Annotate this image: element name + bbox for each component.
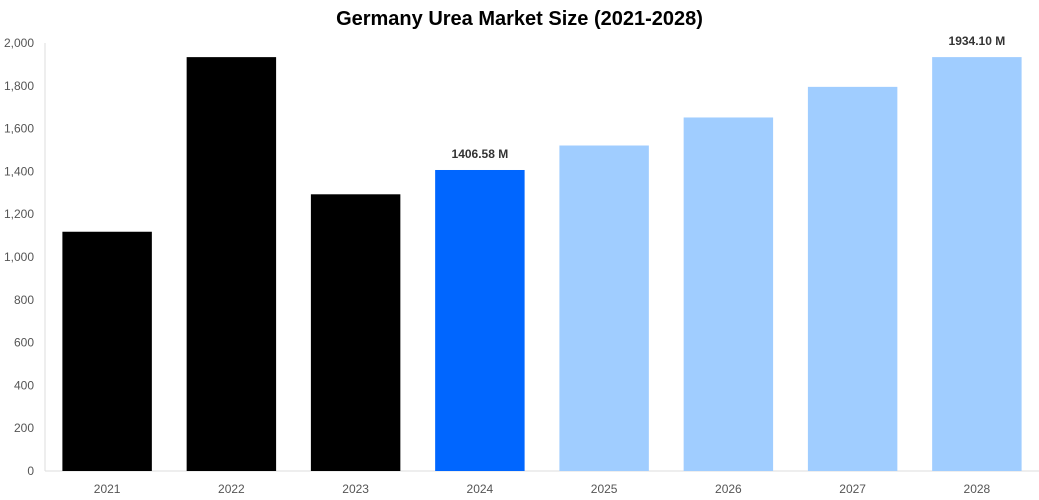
y-tick-label: 1,800	[4, 79, 34, 93]
y-tick-label: 1,200	[4, 207, 34, 221]
y-tick-label: 400	[14, 378, 34, 392]
x-tick-label: 2025	[591, 482, 618, 496]
x-tick-label: 2026	[715, 482, 742, 496]
bar-2022	[186, 57, 277, 472]
bar-2024	[435, 169, 525, 471]
data-label: 1934.10 M	[949, 34, 1006, 48]
x-tick-label: 2028	[964, 482, 991, 496]
bar-2023	[310, 194, 401, 471]
y-tick-label: 800	[14, 293, 34, 307]
x-tick-label: 2021	[94, 482, 121, 496]
x-axis-ticks: 2021 2022 2023 2024 2025 2026 2027 2028	[94, 482, 991, 496]
bar-2026	[683, 117, 774, 472]
bar-2028	[932, 57, 1022, 471]
y-tick-label: 1,400	[4, 164, 34, 178]
y-tick-label: 200	[14, 421, 34, 435]
y-axis-ticks: 0 200 400 600 800 1,000 1,200 1,400 1,600 1,800 2,…	[4, 36, 34, 478]
y-tick-label: 1,600	[4, 122, 34, 136]
x-tick-label: 2024	[467, 482, 494, 496]
data-labels-group: 1406.58 M 1934.10 M	[452, 34, 1006, 161]
bar-2027	[807, 86, 898, 472]
y-tick-label: 600	[14, 336, 34, 350]
x-tick-label: 2027	[839, 482, 866, 496]
y-tick-label: 2,000	[4, 36, 34, 50]
x-tick-label: 2023	[342, 482, 369, 496]
bar-2025	[559, 145, 649, 472]
y-tick-label: 1,000	[4, 250, 34, 264]
chart-title: Germany Urea Market Size (2021-2028)	[336, 8, 703, 30]
bars-group	[62, 57, 1022, 472]
data-label: 1406.58 M	[452, 147, 509, 161]
bar-2021	[62, 231, 152, 471]
x-tick-label: 2022	[218, 482, 245, 496]
y-tick-label: 0	[27, 464, 34, 478]
